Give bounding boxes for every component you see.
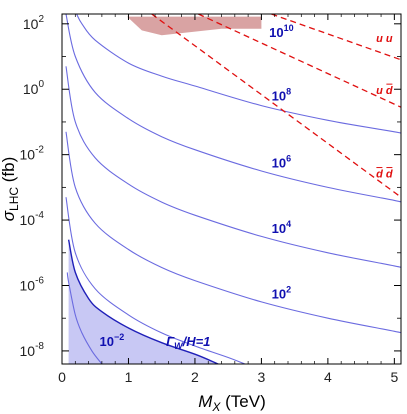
y-tick-label: 10-2 <box>20 145 45 163</box>
width-curve-label-2: 108 <box>272 87 291 104</box>
y-tick-label: 102 <box>23 14 45 32</box>
x-axis-label: MX (TeV) <box>198 392 266 414</box>
width-curve-label-1: 1010 <box>269 23 293 40</box>
y-tick-label: 10-6 <box>20 275 45 293</box>
lhc-line-2 <box>198 14 401 108</box>
boundary-label: ΓW/H=1 <box>166 334 210 351</box>
x-tick-label: 3 <box>258 369 266 385</box>
lhc-line-label-1: u u <box>376 33 393 45</box>
shaded-region <box>68 239 219 364</box>
x-tick-label: 0 <box>58 369 66 385</box>
x-tick-label: 1 <box>125 369 133 385</box>
width-curve-6 <box>66 272 103 364</box>
lhc-line-1 <box>271 14 401 61</box>
width-curve-2 <box>65 14 401 203</box>
y-axis-label: σLHC (fb) <box>0 157 21 222</box>
lhc-line-label-3: d d <box>376 169 393 181</box>
x-tick-label: 5 <box>390 369 398 385</box>
plot-frame <box>61 13 402 365</box>
y-tick-label: 10-8 <box>20 341 45 359</box>
lhc-line-label-2: u d <box>376 85 393 97</box>
width-curve-5 <box>65 197 246 364</box>
width-curve-label-5: 102 <box>272 285 291 302</box>
y-axis-label-sub: LHC <box>7 187 21 211</box>
width-curve-label-6: 10−2 <box>99 332 124 349</box>
x-tick-label: 4 <box>324 369 332 385</box>
x-tick-label: 2 <box>191 369 199 385</box>
x-axis-label-sub: X <box>211 400 221 414</box>
x-axis-label-unit: (TeV) <box>220 392 265 411</box>
y-axis-label-unit: (fb) <box>0 157 18 187</box>
y-axis-label-main: σ <box>0 210 18 221</box>
lhc-line-3 <box>151 14 401 198</box>
width-curve-3 <box>65 66 401 269</box>
x-axis-label-main: M <box>198 392 213 411</box>
boundary-curve <box>67 239 219 364</box>
width-curve-4 <box>65 131 401 334</box>
y-tick-label: 10-4 <box>20 210 45 228</box>
width-curve-label-3: 106 <box>272 154 291 171</box>
y-tick-label: 100 <box>23 79 45 97</box>
width-curve-1 <box>76 14 401 134</box>
width-curve-label-4: 104 <box>272 219 291 236</box>
excluded-region <box>127 16 262 36</box>
